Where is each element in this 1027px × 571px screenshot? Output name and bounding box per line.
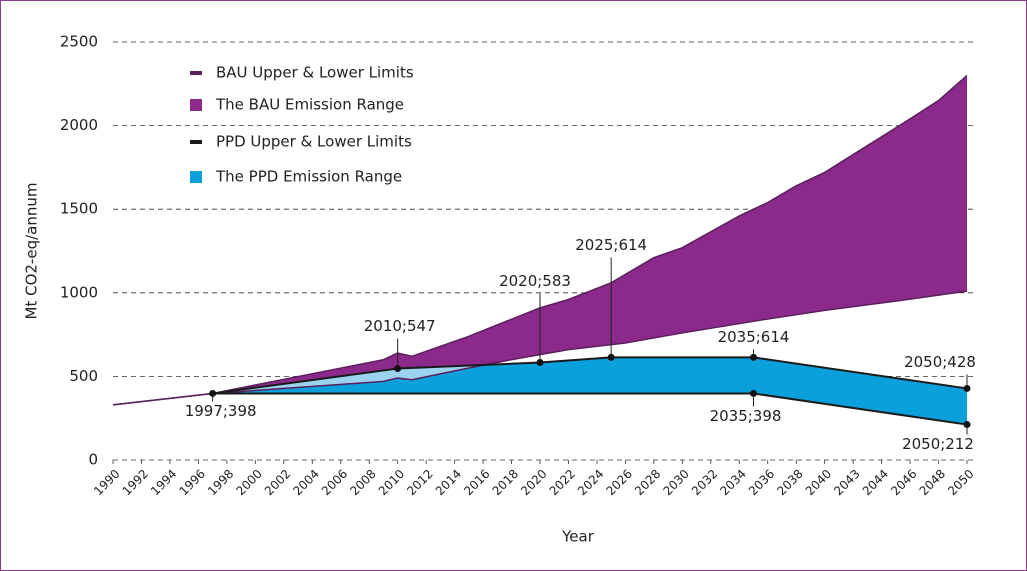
data-label: 2025;614 [575,236,647,254]
legend-swatch [190,99,202,111]
data-label: 2010;547 [364,317,436,335]
y-axis-label: Mt CO2-eq/annum [23,183,41,320]
legend-swatch [190,71,202,75]
y-tick-label: 500 [69,367,98,385]
data-point [607,353,615,361]
legend-label: PPD Upper & Lower Limits [216,133,412,151]
y-tick-label: 1500 [60,200,98,218]
legend-label: BAU Upper & Lower Limits [216,64,414,82]
legend-label: The BAU Emission Range [215,96,404,114]
x-axis-label: Year [561,528,595,546]
y-tick-label: 2000 [60,116,98,134]
data-point [963,384,971,392]
data-label: 2050;212 [902,435,974,453]
data-point [536,359,544,367]
y-tick-label: 2500 [60,33,98,51]
legend-swatch [190,140,202,144]
legend-swatch [190,171,202,183]
y-tick-label: 1000 [60,283,98,301]
data-label: 2035;398 [710,407,782,425]
data-label: 2050;428 [904,353,976,371]
data-label: 2035;614 [718,328,790,346]
data-label: 2020;583 [499,272,571,290]
data-point [750,389,757,397]
y-tick-label: 0 [88,451,98,469]
data-point [394,365,402,373]
legend-label: The PPD Emission Range [215,168,402,186]
limit-line [212,356,968,395]
data-label: 1997;398 [185,402,257,420]
data-point [750,353,757,361]
data-point [209,389,217,397]
data-point [963,421,971,429]
